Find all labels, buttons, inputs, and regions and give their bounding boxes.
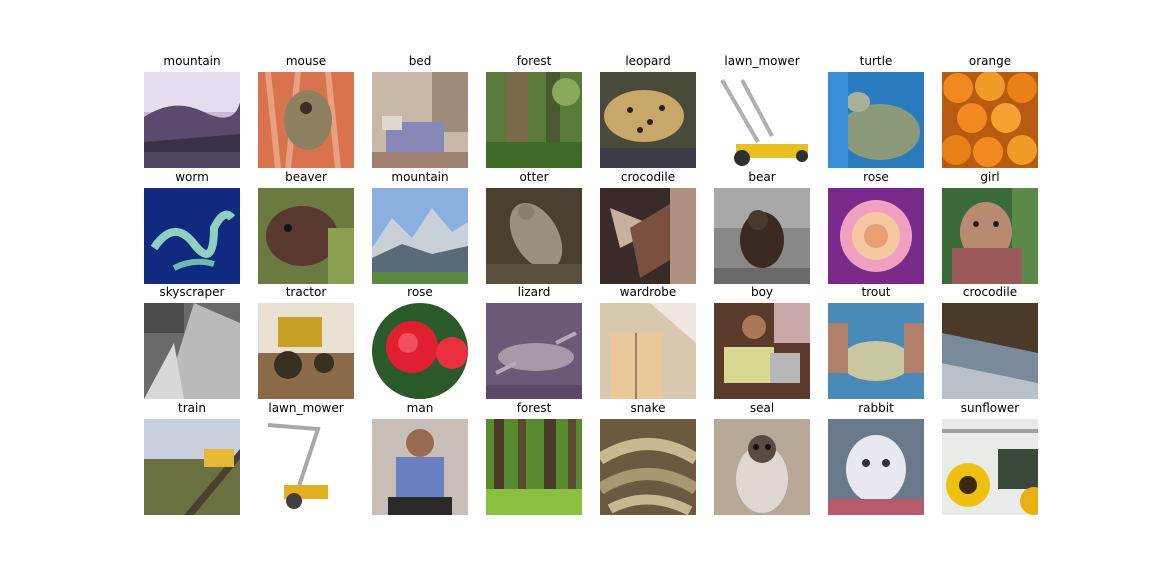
thumbnail-image — [828, 419, 924, 515]
image-tile: turtle — [828, 54, 924, 168]
image-tile: leopard — [600, 54, 696, 168]
image-label: mountain — [391, 170, 449, 184]
thumbnail-image — [942, 303, 1038, 399]
image-label: lizard — [517, 285, 551, 299]
image-tile: forest — [486, 54, 582, 168]
thumbnail-image — [942, 72, 1038, 168]
image-label: beaver — [285, 170, 327, 184]
thumbnail-image — [486, 303, 582, 399]
image-tile: lawn_mower — [258, 401, 354, 515]
thumbnail-image — [144, 303, 240, 399]
image-tile: bed — [372, 54, 468, 168]
image-label: bear — [748, 170, 776, 184]
image-tile: mountain — [144, 54, 240, 168]
thumbnail-image — [258, 303, 354, 399]
thumbnail-image — [714, 72, 810, 168]
image-label: otter — [519, 170, 549, 184]
image-label: man — [406, 401, 434, 415]
thumbnail-image — [486, 419, 582, 515]
thumbnail-image — [828, 303, 924, 399]
thumbnail-image — [258, 419, 354, 515]
image-label: forest — [516, 401, 552, 415]
image-label: train — [178, 401, 206, 415]
image-tile: rose — [372, 285, 468, 399]
image-label: lawn_mower — [724, 54, 800, 68]
thumbnail-image — [942, 419, 1038, 515]
thumbnail-image — [486, 188, 582, 284]
image-tile: bear — [714, 170, 810, 284]
image-tile: crocodile — [600, 170, 696, 284]
image-tile: beaver — [258, 170, 354, 284]
image-tile: boy — [714, 285, 810, 399]
image-tile: mountain — [372, 170, 468, 284]
thumbnail-image — [714, 303, 810, 399]
thumbnail-image — [258, 72, 354, 168]
thumbnail-image — [144, 188, 240, 284]
thumbnail-image — [714, 188, 810, 284]
image-label: wardrobe — [619, 285, 677, 299]
thumbnail-image — [486, 72, 582, 168]
thumbnail-image — [258, 188, 354, 284]
image-label: lawn_mower — [268, 401, 344, 415]
image-tile: crocodile — [942, 285, 1038, 399]
image-tile: trout — [828, 285, 924, 399]
image-tile: forest — [486, 401, 582, 515]
image-label: orange — [968, 54, 1012, 68]
image-label: snake — [630, 401, 666, 415]
image-tile: wardrobe — [600, 285, 696, 399]
thumbnail-image — [828, 188, 924, 284]
image-label: girl — [980, 170, 1000, 184]
image-label: turtle — [859, 54, 893, 68]
image-tile: tractor — [258, 285, 354, 399]
image-label: bed — [408, 54, 432, 68]
image-tile: worm — [144, 170, 240, 284]
image-tile: lizard — [486, 285, 582, 399]
image-label: leopard — [625, 54, 671, 68]
thumbnail-image — [714, 419, 810, 515]
image-label: sunflower — [960, 401, 1020, 415]
thumbnail-image — [144, 419, 240, 515]
image-label: mouse — [285, 54, 327, 68]
thumbnail-image — [372, 303, 468, 399]
image-label: skyscraper — [159, 285, 225, 299]
thumbnail-image — [600, 188, 696, 284]
thumbnail-image — [600, 72, 696, 168]
thumbnail-image — [942, 188, 1038, 284]
thumbnail-image — [600, 303, 696, 399]
image-label: tractor — [285, 285, 327, 299]
image-tile: otter — [486, 170, 582, 284]
image-label: rabbit — [858, 401, 894, 415]
image-tile: skyscraper — [144, 285, 240, 399]
image-label: seal — [749, 401, 775, 415]
image-label: boy — [750, 285, 774, 299]
image-tile: rose — [828, 170, 924, 284]
image-label: mountain — [163, 54, 221, 68]
image-label: rose — [407, 285, 433, 299]
image-label: trout — [861, 285, 891, 299]
image-tile: orange — [942, 54, 1038, 168]
image-label: worm — [175, 170, 209, 184]
thumbnail-image — [144, 72, 240, 168]
image-label: rose — [863, 170, 889, 184]
image-label: forest — [516, 54, 552, 68]
image-tile: seal — [714, 401, 810, 515]
image-label: crocodile — [962, 285, 1018, 299]
image-tile: girl — [942, 170, 1038, 284]
image-tile: mouse — [258, 54, 354, 168]
image-tile: rabbit — [828, 401, 924, 515]
thumbnail-image — [372, 188, 468, 284]
image-tile: snake — [600, 401, 696, 515]
thumbnail-image — [372, 419, 468, 515]
image-label: crocodile — [620, 170, 676, 184]
image-tile: man — [372, 401, 468, 515]
image-tile: sunflower — [942, 401, 1038, 515]
image-tile: lawn_mower — [714, 54, 810, 168]
thumbnail-image — [600, 419, 696, 515]
image-tile: train — [144, 401, 240, 515]
thumbnail-image — [828, 72, 924, 168]
thumbnail-image — [372, 72, 468, 168]
